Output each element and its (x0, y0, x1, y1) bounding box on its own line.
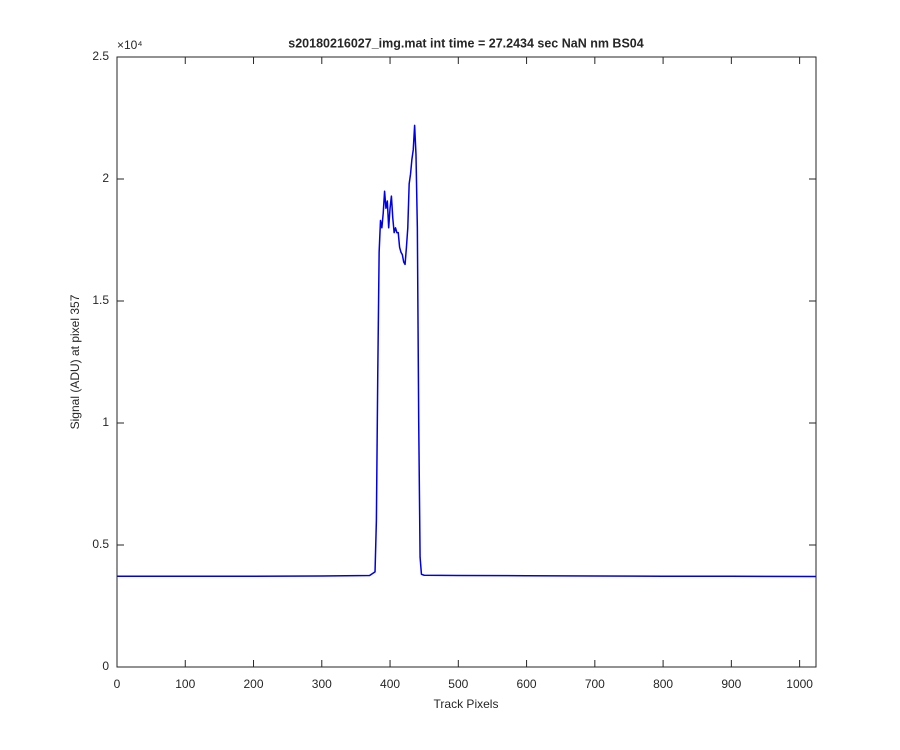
plot-area (117, 124, 817, 578)
y-tick-label: 0 (102, 659, 109, 673)
y-tick-label: 0.5 (92, 537, 109, 551)
axes-frame (116, 56, 817, 668)
data-line (117, 124, 817, 578)
x-tick-label: 0 (114, 677, 121, 691)
x-tick-label: 600 (517, 677, 537, 691)
x-tick-label: 400 (380, 677, 400, 691)
y-tick-label: 2 (102, 171, 109, 185)
chart-title: s20180216027_img.mat int time = 27.2434 … (288, 36, 643, 50)
x-tick-label: 900 (721, 677, 741, 691)
x-tick-label: 700 (585, 677, 605, 691)
y-exponent: ×10⁴ (117, 38, 143, 52)
y-tick-label: 1 (102, 415, 109, 429)
x-tick-label: 500 (448, 677, 468, 691)
x-tick-label: 100 (175, 677, 195, 691)
x-tick-label: 800 (653, 677, 673, 691)
y-tick-label: 2.5 (92, 49, 109, 63)
x-tick-label: 1000 (786, 677, 813, 691)
x-axis-label: Track Pixels (434, 697, 499, 711)
y-axis-label: Signal (ADU) at pixel 357 (68, 294, 82, 429)
x-tick-label: 200 (244, 677, 264, 691)
x-tick-label: 300 (312, 677, 332, 691)
y-tick-label: 1.5 (92, 293, 109, 307)
